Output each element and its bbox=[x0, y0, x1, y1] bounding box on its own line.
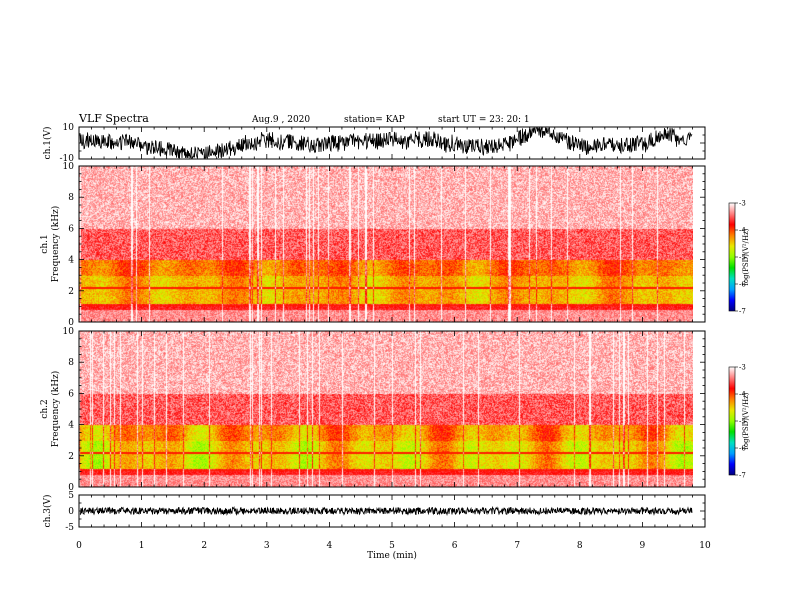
y-tick-label: 6 bbox=[68, 389, 74, 399]
colorbar-tick-label: -3 bbox=[739, 364, 746, 372]
ch1-spectrogram-yticklabels: 0 2 4 6 8 10 bbox=[63, 162, 75, 328]
colorbar-tick-label: -7 bbox=[739, 472, 746, 480]
ch1-ytick-top: 10 bbox=[63, 123, 75, 133]
y-tick-label: 10 bbox=[63, 162, 75, 172]
ch1-ylabel: ch.1(V) bbox=[42, 127, 53, 160]
ch1-waveform-trace bbox=[79, 126, 693, 160]
ch1-ylabel-channel: ch.1 bbox=[40, 234, 50, 253]
x-tick-label: 6 bbox=[452, 541, 458, 551]
colorbar-tick-label: -7 bbox=[739, 308, 746, 316]
ch2-ylabel-frequency: Frequency (kHz) bbox=[50, 371, 61, 448]
ch1-colorbar bbox=[728, 202, 736, 312]
colorbar-tick-label: -4 bbox=[739, 227, 746, 235]
y-tick-label: 10 bbox=[63, 327, 75, 337]
ch1-colorbar-ticks: -3 -4 -5 -6 -7 bbox=[735, 200, 746, 316]
ch2-colorbar-ticks: -3 -4 -5 -6 -7 bbox=[735, 364, 746, 480]
ch2-ylabel-channel: ch.2 bbox=[40, 399, 50, 418]
ch2-colorbar-label: log(PSD)(V²/Hz) bbox=[742, 392, 750, 449]
ch1-ylabel-frequency: Frequency (kHz) bbox=[50, 206, 61, 283]
ch1-colorbar-label: log(PSD)(V²/Hz) bbox=[742, 228, 750, 285]
ch2-spectrogram-yticklabels: 0 2 4 6 8 10 bbox=[63, 327, 75, 493]
ch3-ylabel: ch.3(V) bbox=[42, 495, 53, 528]
y-tick-label: 2 bbox=[68, 452, 74, 462]
x-tick-label: 4 bbox=[327, 541, 333, 551]
y-tick-label: 0 bbox=[68, 483, 74, 493]
x-tick-label: 2 bbox=[201, 541, 207, 551]
x-tick-label: 7 bbox=[514, 541, 520, 551]
ch1-waveform-ticks bbox=[78, 126, 706, 160]
header-start-time: start UT = 23: 20: 1 bbox=[438, 115, 530, 125]
figure-title: VLF Spectra bbox=[78, 112, 149, 125]
colorbar-tick-label: -6 bbox=[739, 445, 746, 453]
ch1-waveform-panel: 10 -10 ch.1(V) bbox=[42, 123, 706, 164]
ch3-ytick-middle: 0 bbox=[68, 507, 74, 517]
ch3-ytick-top: 5 bbox=[68, 491, 74, 501]
ch1-ytick-bottom: -10 bbox=[60, 154, 75, 164]
ch2-spectrogram-ticks bbox=[78, 330, 706, 488]
y-tick-label: 4 bbox=[68, 256, 74, 266]
x-tick-label: 0 bbox=[76, 541, 82, 551]
ch1-spectrogram-ticks bbox=[78, 165, 706, 323]
y-tick-label: 8 bbox=[68, 358, 74, 368]
y-tick-label: 6 bbox=[68, 224, 74, 234]
ch2-spectrogram-image bbox=[79, 331, 693, 487]
header-station: station= KAP bbox=[344, 115, 405, 125]
colorbar-tick-label: -4 bbox=[739, 391, 746, 399]
x-tick-label: 5 bbox=[389, 541, 395, 551]
time-axis-ticklabels: 0 1 2 3 4 5 6 7 8 9 10 bbox=[76, 541, 711, 551]
y-tick-label: 4 bbox=[68, 421, 74, 431]
colorbar-tick-label: -5 bbox=[739, 254, 746, 262]
ch3-waveform-ticks bbox=[78, 494, 706, 528]
ch3-waveform-trace bbox=[79, 505, 693, 517]
x-tick-label: 8 bbox=[577, 541, 583, 551]
y-tick-label: 8 bbox=[68, 193, 74, 203]
x-tick-label: 1 bbox=[139, 541, 145, 551]
y-tick-label: 0 bbox=[68, 318, 74, 328]
ch3-ytick-bottom: -5 bbox=[65, 523, 74, 533]
ch1-spectrogram-image bbox=[79, 166, 693, 322]
colorbar-tick-label: -3 bbox=[739, 200, 746, 208]
colorbar-tick-label: -6 bbox=[739, 281, 746, 289]
x-tick-label: 10 bbox=[699, 541, 711, 551]
time-axis-label: Time (min) bbox=[367, 550, 417, 561]
y-tick-label: 2 bbox=[68, 287, 74, 297]
x-tick-label: 9 bbox=[640, 541, 646, 551]
colorbar-tick-label: -5 bbox=[739, 418, 746, 426]
ch2-colorbar bbox=[728, 366, 736, 476]
ch3-waveform-panel: 5 0 -5 ch.3(V) 0 1 2 3 4 5 6 7 8 9 10 Time (min) bbox=[42, 491, 711, 561]
header-date: Aug.9 , 2020 bbox=[251, 115, 310, 125]
x-tick-label: 3 bbox=[264, 541, 270, 551]
